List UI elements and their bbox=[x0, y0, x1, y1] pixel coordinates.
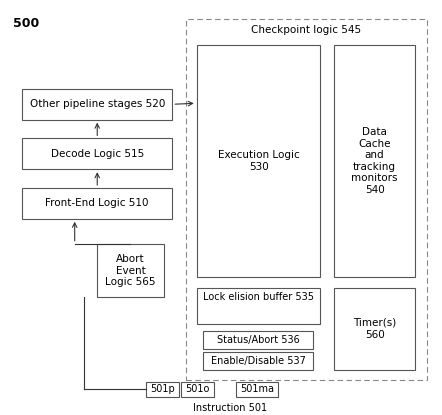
Text: Instruction 501: Instruction 501 bbox=[193, 403, 267, 413]
Text: 501o: 501o bbox=[186, 384, 210, 394]
Text: Other pipeline stages 520: Other pipeline stages 520 bbox=[30, 99, 165, 109]
Bar bbox=[197, 288, 320, 324]
Text: Execution Logic
530: Execution Logic 530 bbox=[218, 150, 299, 172]
Bar bbox=[97, 244, 164, 298]
Bar bbox=[181, 382, 214, 397]
Bar bbox=[197, 45, 320, 277]
Bar bbox=[203, 331, 313, 349]
Text: Checkpoint logic 545: Checkpoint logic 545 bbox=[251, 25, 361, 35]
Bar bbox=[146, 382, 179, 397]
Text: Status/Abort 536: Status/Abort 536 bbox=[217, 335, 300, 345]
Bar bbox=[186, 19, 427, 380]
Bar bbox=[22, 188, 172, 219]
Text: Data
Cache
and
tracking
monitors
540: Data Cache and tracking monitors 540 bbox=[351, 127, 398, 195]
Bar bbox=[203, 352, 313, 370]
Text: Timer(s)
560: Timer(s) 560 bbox=[353, 318, 396, 339]
Bar bbox=[334, 45, 415, 277]
Text: Enable/Disable 537: Enable/Disable 537 bbox=[211, 356, 305, 366]
Text: Front-End Logic 510: Front-End Logic 510 bbox=[46, 198, 149, 208]
Text: Abort
Event
Logic 565: Abort Event Logic 565 bbox=[105, 254, 156, 287]
Bar bbox=[334, 288, 415, 370]
Text: 501ma: 501ma bbox=[240, 384, 274, 394]
Bar bbox=[22, 89, 172, 120]
Text: Lock elision buffer 535: Lock elision buffer 535 bbox=[203, 292, 314, 302]
Text: Decode Logic 515: Decode Logic 515 bbox=[51, 149, 144, 159]
Bar bbox=[236, 382, 278, 397]
Bar bbox=[22, 138, 172, 169]
Text: 500: 500 bbox=[13, 17, 39, 29]
Text: 501p: 501p bbox=[150, 384, 175, 394]
